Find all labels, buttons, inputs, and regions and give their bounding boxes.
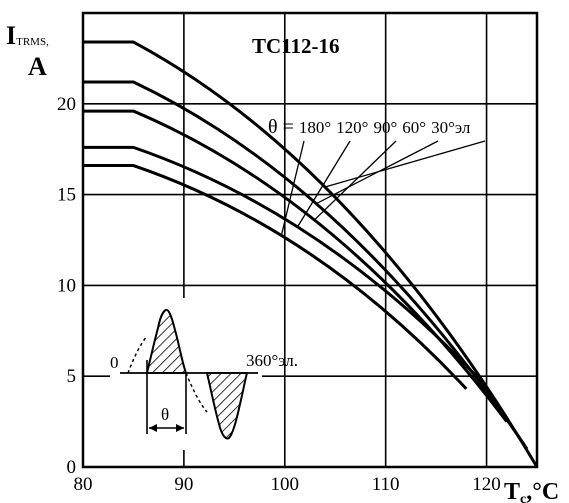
inset-end-label: 360°эл. [246,351,298,370]
legend-label-60: 60° [402,118,426,137]
legend-leader-30 [324,140,486,188]
x-axis-label: Tc,°C [504,479,559,503]
sine-dashed-middle [185,372,208,413]
sine-dashed-rise [127,335,148,374]
y-axis-label-unit: A [28,52,47,81]
theta-arrowhead-right [176,424,184,432]
legend-label-180: 180° [299,118,331,137]
x-axis-label-main: T [504,479,520,503]
legend-label-30: 30°эл [431,118,471,137]
y-tick-label-0: 0 [67,457,77,478]
theta-arrowhead-left [149,424,157,432]
y-axis-label: ITRMS, A [6,21,49,81]
negative-half-wave-hatched [205,372,249,440]
x-axis-label-unit: ,°C [526,479,559,503]
series-line-90 [83,109,508,423]
plot-frame [81,11,539,469]
svg-text:ITRMS,: ITRMS, [6,21,49,50]
y-axis-label-sub: TRMS, [16,36,49,48]
positive-half-wave-hatched [145,308,188,374]
series-line-30 [83,40,539,468]
conduction-angle-diagram: 0 360°эл. θ [110,298,298,450]
y-tick-label-10: 10 [57,275,76,296]
chart-title: TC112-16 [252,34,340,58]
inset-zero-label: 0 [110,353,119,372]
x-tick-label-120: 120 [472,474,501,495]
legend-prefix: θ = [268,116,299,138]
x-tick-label-110: 110 [372,474,400,495]
y-axis-label-main: I [6,21,16,50]
tick-labels: 80 90 100 110 120 0 5 10 15 20 [57,94,501,495]
legend-leader-180 [280,140,305,236]
x-tick-label-90: 90 [174,474,193,495]
x-axis-label-sub: c [520,492,526,503]
x-tick-label-100: 100 [271,474,300,495]
legend-label-90: 90° [373,118,397,137]
y-tick-label-15: 15 [57,185,76,206]
series-line-180 [83,164,468,390]
legend-label-120: 120° [336,118,368,137]
y-tick-label-5: 5 [67,366,77,387]
legend-leader-120 [296,140,351,228]
y-tick-label-20: 20 [57,94,76,115]
curves [83,40,539,468]
x-tick-label-80: 80 [74,474,93,495]
legend-leaders [280,140,486,236]
legend: θ = 180° 120° 90° 60° 30°эл [268,116,471,138]
series-line-60 [83,80,529,450]
inset-theta-label: θ [161,405,169,424]
legend-leader-90 [313,140,397,221]
